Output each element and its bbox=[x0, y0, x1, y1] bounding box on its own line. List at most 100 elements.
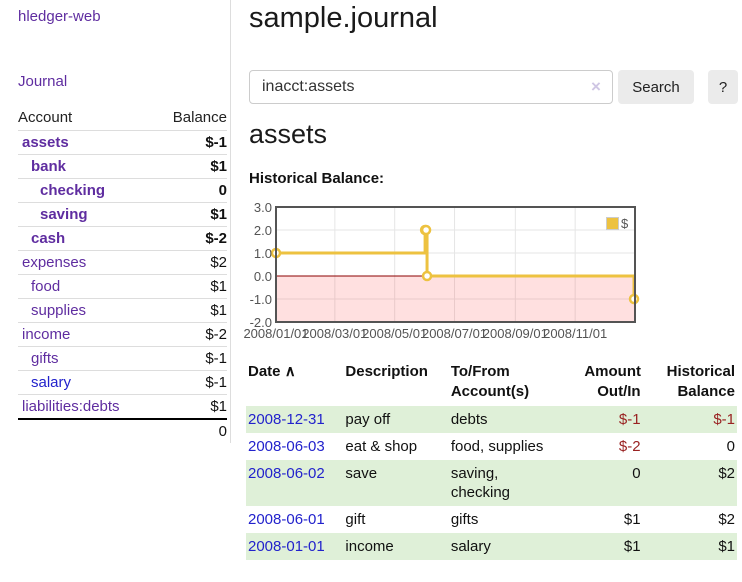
account-balance: $1 bbox=[210, 302, 227, 319]
transaction-description: save bbox=[345, 465, 378, 482]
accounts-total-row: 0 bbox=[18, 419, 227, 443]
account-row: assets $-1 bbox=[18, 130, 227, 155]
search-input[interactable] bbox=[249, 70, 613, 104]
transaction-date-link[interactable]: 2008-06-03 bbox=[248, 438, 325, 455]
account-balance: $1 bbox=[210, 158, 227, 175]
register-table: Date ∧ Description To/From Account(s) Am… bbox=[246, 357, 737, 560]
account-link[interactable]: expenses bbox=[22, 254, 87, 271]
account-balance: 0 bbox=[218, 182, 227, 199]
chart-legend: $ bbox=[606, 216, 628, 231]
accounts-total-balance: 0 bbox=[218, 423, 227, 440]
x-axis-tick-label: 2008/11/01 bbox=[543, 326, 608, 341]
legend-swatch-icon bbox=[606, 217, 619, 230]
transaction-accounts: food, supplies bbox=[450, 438, 544, 455]
transaction-amount: $1 bbox=[623, 538, 641, 555]
account-balance: $1 bbox=[210, 278, 227, 295]
x-axis-tick-label: 2008/03/01 bbox=[302, 326, 368, 341]
account-link[interactable]: food bbox=[31, 278, 61, 295]
account-link[interactable]: supplies bbox=[31, 302, 87, 319]
account-balance: $1 bbox=[210, 398, 227, 415]
accounts-header-account: Account bbox=[18, 109, 73, 126]
chart-plot-area[interactable] bbox=[246, 200, 738, 345]
transaction-date-link[interactable]: 2008-06-01 bbox=[248, 511, 325, 528]
register-row[interactable]: 2008-06-01 gift gifts $1 $2 bbox=[246, 506, 737, 533]
sort-ascending-icon: ∧ bbox=[284, 363, 296, 380]
account-row: food $1 bbox=[18, 274, 227, 299]
transaction-accounts: gifts bbox=[450, 511, 479, 528]
transaction-balance: $1 bbox=[718, 538, 735, 555]
x-axis-tick-label: 2008/09/01 bbox=[482, 326, 548, 341]
account-row: gifts $-1 bbox=[18, 346, 227, 371]
account-row: salary $-1 bbox=[18, 370, 227, 395]
page-title: sample.journal bbox=[249, 2, 438, 34]
register-row[interactable]: 2008-06-02 save saving, checking 0 $2 bbox=[246, 460, 737, 506]
clear-search-icon[interactable]: × bbox=[591, 77, 601, 96]
transaction-balance: 0 bbox=[726, 438, 735, 455]
sidebar-item-journal[interactable]: Journal bbox=[18, 73, 68, 90]
account-link[interactable]: checking bbox=[40, 182, 106, 199]
chart-title: Historical Balance: bbox=[249, 170, 385, 187]
account-balance: $-1 bbox=[205, 350, 227, 367]
register-header-amount: Amount Out/In bbox=[584, 363, 641, 400]
main-content: sample.journal × Search ? assets Histori… bbox=[243, 0, 738, 582]
search-help-button[interactable]: ? bbox=[708, 70, 738, 104]
transaction-amount: $-2 bbox=[618, 438, 641, 455]
account-row: saving $1 bbox=[18, 202, 227, 227]
register-header-description: Description bbox=[345, 363, 428, 380]
transaction-accounts: saving, checking bbox=[450, 465, 511, 501]
register-header-accounts: To/From Account(s) bbox=[450, 363, 530, 400]
account-link[interactable]: gifts bbox=[31, 350, 59, 367]
transaction-amount: $1 bbox=[623, 511, 641, 528]
search-form: × Search ? bbox=[249, 70, 738, 104]
search-button[interactable]: Search bbox=[618, 70, 694, 104]
register-header-date[interactable]: Date ∧ bbox=[248, 363, 296, 380]
register-row[interactable]: 2008-06-03 eat & shop food, supplies $-2 0 bbox=[246, 433, 737, 460]
transaction-date-link[interactable]: 2008-12-31 bbox=[248, 411, 325, 428]
transaction-description: gift bbox=[345, 511, 366, 528]
transaction-balance: $2 bbox=[718, 511, 735, 528]
register-row[interactable]: 2008-12-31 pay off debts $-1 $-1 bbox=[246, 406, 737, 433]
transaction-description: pay off bbox=[345, 411, 391, 428]
account-link[interactable]: bank bbox=[31, 158, 67, 175]
y-axis-tick-label: -1.0 bbox=[249, 292, 272, 307]
sidebar: hledger-web Journal Account Balance asse… bbox=[0, 0, 231, 443]
transaction-amount: 0 bbox=[632, 465, 641, 482]
accounts-header-balance: Balance bbox=[172, 109, 227, 126]
account-heading: assets bbox=[249, 119, 328, 149]
account-link[interactable]: liabilities:debts bbox=[22, 398, 120, 415]
transaction-accounts: salary bbox=[450, 538, 491, 555]
account-row: liabilities:debts $1 bbox=[18, 394, 227, 420]
account-balance: $2 bbox=[210, 254, 227, 271]
y-axis-tick-label: 2.0 bbox=[253, 223, 272, 238]
transaction-amount: $-1 bbox=[618, 411, 641, 428]
account-row: bank $1 bbox=[18, 154, 227, 179]
app-title-link[interactable]: hledger-web bbox=[18, 8, 101, 25]
transaction-description: income bbox=[345, 538, 394, 555]
transaction-date-link[interactable]: 2008-06-02 bbox=[248, 465, 325, 482]
account-row: expenses $2 bbox=[18, 250, 227, 275]
account-link[interactable]: saving bbox=[40, 206, 88, 223]
account-balance: $-2 bbox=[205, 230, 227, 247]
account-balance: $1 bbox=[210, 206, 227, 223]
x-axis-tick-label: 2008/05/01 bbox=[362, 326, 428, 341]
transaction-balance: $-1 bbox=[713, 411, 735, 428]
y-axis-tick-label: 1.0 bbox=[253, 246, 272, 261]
account-row: income $-2 bbox=[18, 322, 227, 347]
account-row: cash $-2 bbox=[18, 226, 227, 251]
account-row: supplies $1 bbox=[18, 298, 227, 323]
transaction-date-link[interactable]: 2008-01-01 bbox=[248, 538, 325, 555]
account-link[interactable]: cash bbox=[31, 230, 66, 247]
y-axis-tick-label: -2.0 bbox=[249, 315, 272, 330]
y-axis-tick-label: 0.0 bbox=[253, 269, 272, 284]
account-balance: $-1 bbox=[205, 134, 227, 151]
x-axis-tick-label: 2008/01/01 bbox=[243, 326, 309, 341]
register-row[interactable]: 2008-01-01 income salary $1 $1 bbox=[246, 533, 737, 560]
x-axis-tick-label: 2008/07/01 bbox=[421, 326, 488, 341]
transaction-description: eat & shop bbox=[345, 438, 418, 455]
account-balance: $-2 bbox=[205, 326, 227, 343]
account-link[interactable]: assets bbox=[22, 134, 69, 151]
legend-label: $ bbox=[621, 216, 629, 231]
account-link[interactable]: salary bbox=[31, 374, 72, 391]
historical-balance-chart[interactable]: $ 3.0 2.0 1.0 0.0 -1.0 -2.0 2008/01/01 2008/03/… bbox=[243, 200, 738, 345]
account-link[interactable]: income bbox=[22, 326, 71, 343]
